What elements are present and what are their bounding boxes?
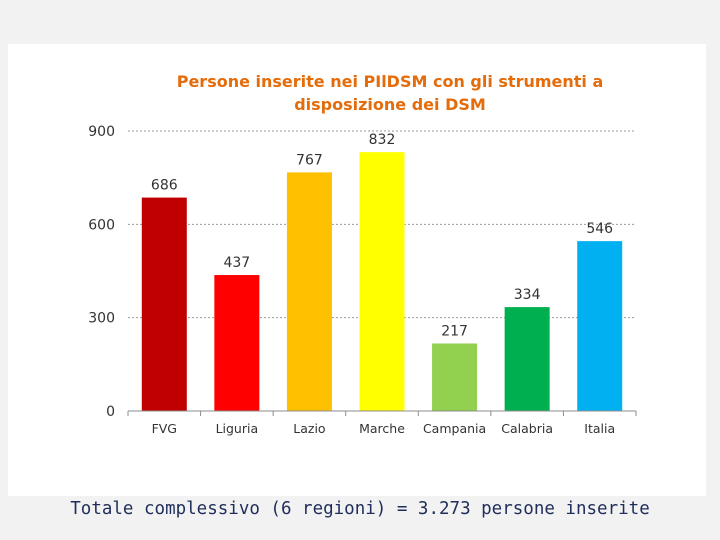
bar: [504, 307, 550, 411]
data-label: 437: [223, 255, 250, 271]
bar-chart: 0 300 600 900 686 FVG 437 Liguria 767 Lazio 832 Mar…: [88, 124, 637, 436]
x-tick-label: Lazio: [293, 421, 325, 436]
chart-title: Persone inserite nei PIlDSM con gli stru…: [96, 70, 684, 116]
chart-title-line-1: Persone inserite nei PIlDSM con gli stru…: [176, 72, 604, 91]
data-label: 217: [441, 323, 468, 339]
data-label: 686: [151, 178, 178, 194]
bar: [141, 197, 187, 411]
x-tick-label: FVG: [152, 421, 177, 436]
y-tick-label: 900: [88, 124, 115, 140]
bar: [432, 343, 478, 411]
x-tick-label: Liguria: [216, 421, 259, 436]
bar: [577, 241, 623, 411]
data-label: 546: [586, 221, 613, 237]
x-tick-label: Italia: [584, 421, 615, 436]
y-tick-label: 600: [88, 217, 115, 233]
y-tick-label: 0: [106, 404, 115, 420]
x-tick-label: Marche: [359, 421, 405, 436]
data-label: 832: [369, 132, 396, 148]
data-label: 767: [296, 152, 323, 168]
bar: [286, 172, 332, 411]
data-label: 334: [514, 287, 541, 303]
y-tick-label: 300: [88, 311, 115, 327]
footer-total-text: Totale complessivo (6 regioni) = 3.273 p…: [70, 499, 650, 519]
bar: [359, 152, 405, 411]
x-tick-label: Campania: [423, 421, 486, 436]
bar: [214, 275, 260, 411]
chart-title-line-2: disposizione dei DSM: [294, 95, 486, 114]
x-tick-label: Calabria: [501, 421, 553, 436]
chart-panel: Persone inserite nei PIlDSM con gli stru…: [8, 44, 706, 496]
